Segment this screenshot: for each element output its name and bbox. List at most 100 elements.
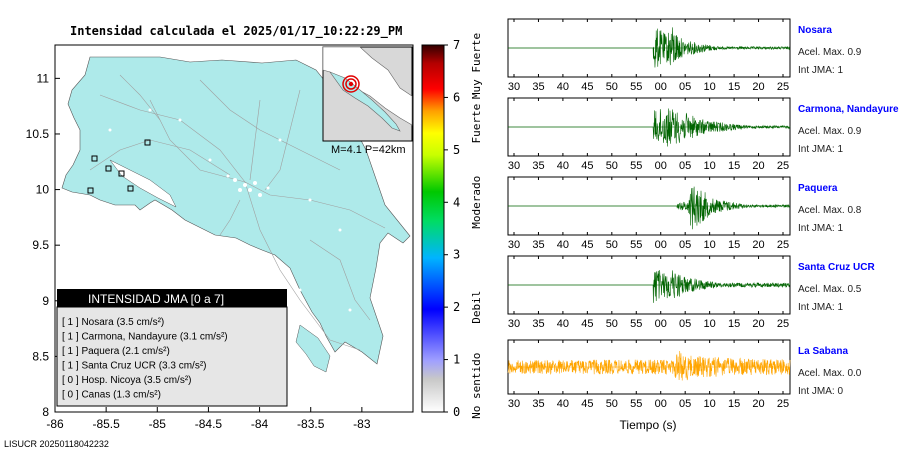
colorbar: 0 1 2 3 4 5 6 7 No sentido Debil Moderado Fuerte Mu… [421,33,483,419]
colorbar-label: Muy Fuerte [470,33,483,99]
map-stations [87,139,151,194]
colorbar-label: Fuerte [470,104,483,144]
road-network [89,74,386,351]
map-x-axis: -86 -85.5 -85 -84.5 -84 -83.5 -83 [46,407,371,431]
wave-x-tick-label: 05 [679,318,691,330]
station-acel: Acel. Max. 0.0 [798,368,862,379]
intensity-legend: INTENSIDAD JMA [0 a 7] [ 1 ] Nosara (3.5… [56,289,288,407]
wave-x-tick-label: 20 [752,318,764,330]
wave-x-tick-label: 20 [752,81,764,93]
wave-x-tick-label: 35 [532,318,544,330]
map-y-tick-label: 9 [42,294,49,308]
map-x-tick-label: -86 [46,417,64,431]
wave-x-tick-label: 10 [704,398,716,410]
wave-x-tick-label: 50 [606,160,618,172]
map-y-tick-label: 8.5 [32,349,49,363]
wave-x-tick-label: 45 [581,239,593,251]
wave-x-tick-label: 10 [704,318,716,330]
wave-x-tick-label: 55 [630,160,642,172]
station-marker [91,155,98,162]
station-intensity: Int JMA: 1 [798,144,843,155]
wave-x-tick-label: 35 [532,160,544,172]
wave-x-tick-label: 40 [557,81,569,93]
waveform-panels: 30 35 40 45 50 55 00 05 10 15 20 25 Nosara Acel. Max.… [507,18,899,410]
wave-x-tick-label: 30 [508,318,520,330]
station-acel: Acel. Max. 0.5 [798,284,862,295]
waveform-trace [508,186,791,230]
map-x-tick-label: -83.5 [297,417,325,431]
colorbar-tick-label: 5 [453,143,460,157]
wave-x-tick-label: 40 [557,398,569,410]
wave-x-tick-label: 15 [728,318,740,330]
colorbar-label: Debil [470,291,483,324]
station-acel: Acel. Max. 0.9 [798,126,862,137]
wave-x-tick-label: 40 [557,239,569,251]
inset-map: M=4.1 P=42km [322,46,413,156]
map-y-tick-label: 11 [37,71,50,85]
map-x-tick-label: -84.5 [195,417,223,431]
station-marker [87,187,94,194]
wave-x-tick-label: 10 [704,81,716,93]
waveform-trace [508,108,791,147]
wave-x-tick-label: 25 [777,160,789,172]
map-y-axis: 8 8.5 9 9.5 10 10.5 11 [26,71,60,419]
wave-x-tick-label: 25 [777,318,789,330]
station-marker [118,170,125,177]
wave-x-tick-label: 00 [655,398,667,410]
map-y-tick-label: 9.5 [32,238,49,252]
map-y-tick-label: 8 [42,405,49,419]
colorbar-tick-label: 0 [453,405,460,419]
wave-x-tick-label: 15 [728,398,740,410]
wave-x-tick-label: 50 [606,398,618,410]
waveform-trace [508,270,791,303]
wave-x-tick-label: 30 [508,398,520,410]
legend-item: [ 1 ] Paquera (2.1 cm/s²) [62,346,170,357]
wave-xlabel: Tiempo (s) [620,418,677,432]
station-name: Nosara [798,25,832,36]
wave-x-tick-label: 00 [655,318,667,330]
map-x-tick-label: -84 [251,417,269,431]
legend-item: [ 1 ] Carmona, Nandayure (3.1 cm/s²) [62,332,228,343]
station-name: Santa Cruz UCR [798,262,875,273]
wave-x-tick-label: 05 [679,81,691,93]
map-x-tick-label: -83 [353,417,371,431]
waveform-panel: 30 35 40 45 50 55 00 05 10 15 20 25 Paquera Acel. Max… [507,176,862,251]
wave-x-tick-label: 50 [606,81,618,93]
wave-x-tick-label: 05 [679,398,691,410]
map-x-tick-label: -85 [149,417,167,431]
legend-title: INTENSIDAD JMA [0 a 7] [88,292,224,306]
wave-x-tick-label: 05 [679,239,691,251]
wave-x-tick-label: 35 [532,398,544,410]
wave-x-tick-label: 45 [581,81,593,93]
wave-x-tick-label: 20 [752,160,764,172]
station-intensity: Int JMA: 1 [798,223,843,234]
wave-x-tick-label: 10 [704,160,716,172]
station-marker [127,185,134,192]
wave-x-tick-label: 00 [655,81,667,93]
colorbar-label: No sentido [470,353,483,419]
wave-x-tick-label: 50 [606,318,618,330]
osa-peninsula [295,324,331,373]
wave-x-tick-label: 45 [581,160,593,172]
station-intensity: Int JMA: 1 [798,65,843,76]
wave-x-tick-label: 05 [679,160,691,172]
colorbar-tick-label: 6 [453,90,460,104]
map-y-tick-label: 10.5 [26,127,50,141]
wave-x-tick-label: 40 [557,160,569,172]
wave-x-tick-label: 55 [630,398,642,410]
map-y-tick-label: 10 [36,183,50,197]
wave-x-tick-label: 55 [630,318,642,330]
wave-x-tick-label: 25 [777,239,789,251]
colorbar-tick-label: 1 [453,353,460,367]
wave-x-tick-label: 25 [777,398,789,410]
colorbar-tick-label: 3 [453,248,460,262]
station-marker [144,139,151,146]
legend-item: [ 0 ] Canas (1.3 cm/s²) [62,390,161,401]
epicenter-icon [342,75,360,93]
legend-item: [ 1 ] Nosara (3.5 cm/s²) [62,317,164,328]
waveform-panel: 30 35 40 45 50 55 00 05 10 15 20 25 Nosara Acel. Max.… [507,18,862,93]
station-name: Carmona, Nandayure [798,104,899,115]
chart-title: Intensidad calculada el 2025/01/17_10:22… [70,24,402,39]
wave-x-tick-label: 55 [630,81,642,93]
